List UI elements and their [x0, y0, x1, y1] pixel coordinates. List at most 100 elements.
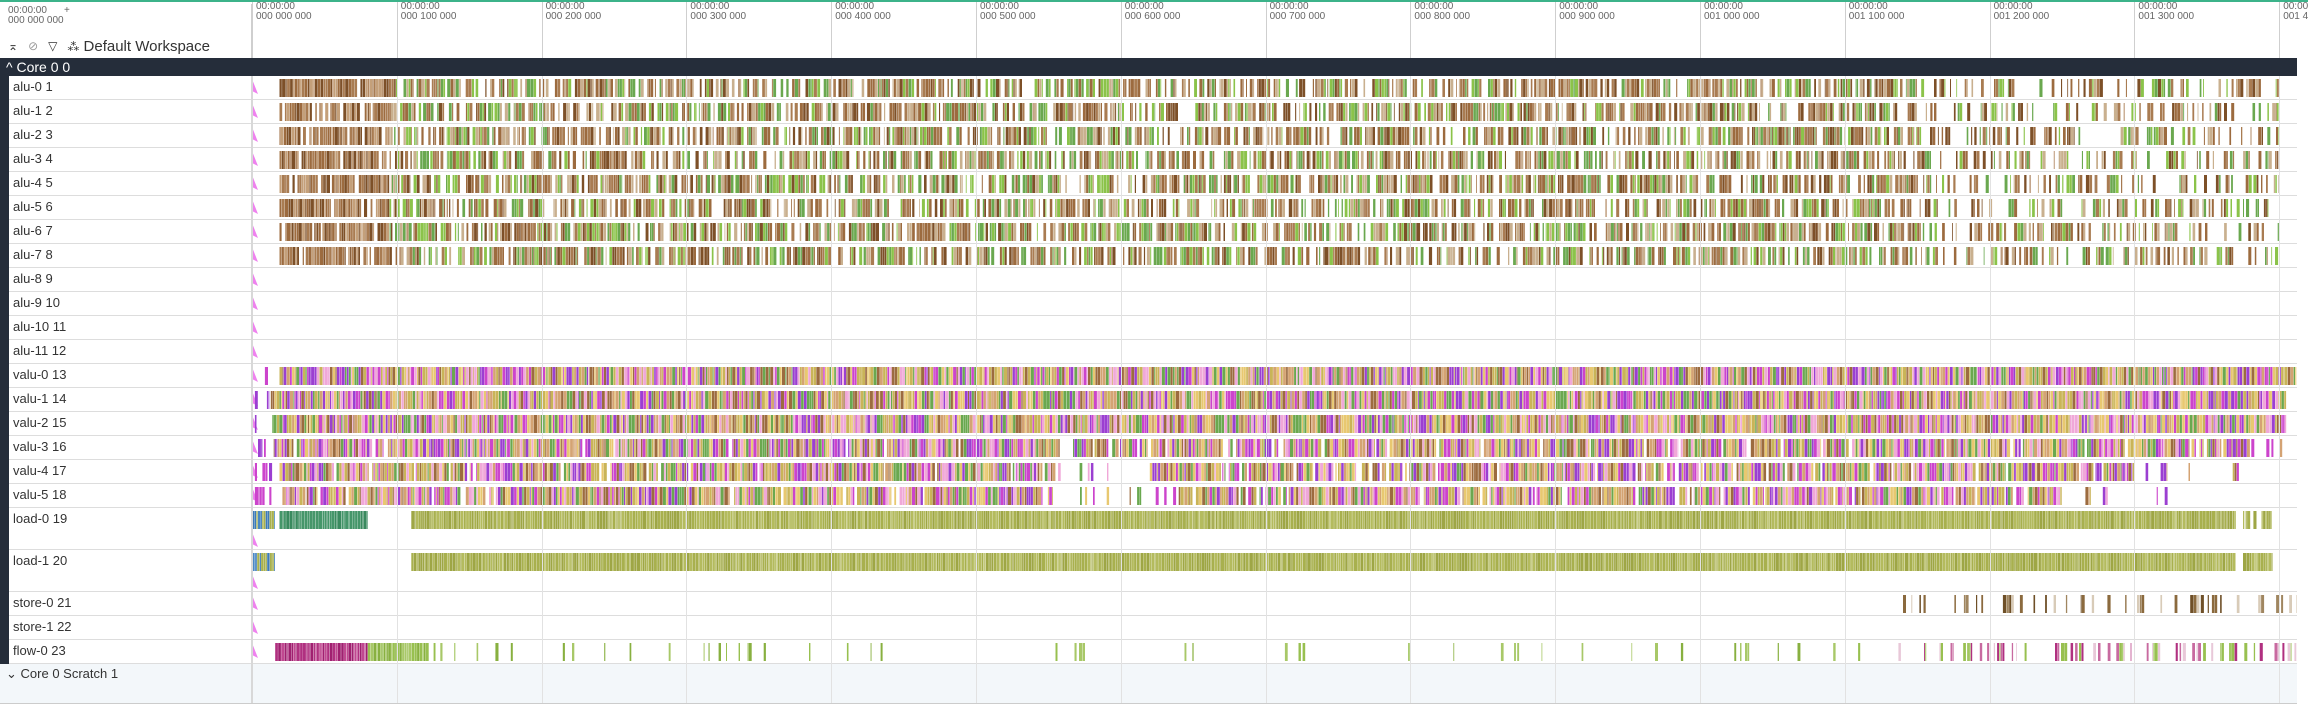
slice[interactable]	[2174, 199, 2175, 217]
slice[interactable]	[974, 151, 976, 169]
slice[interactable]	[1821, 151, 1824, 169]
slice[interactable]	[764, 175, 767, 193]
slice[interactable]	[1568, 247, 1571, 265]
slice[interactable]	[1011, 151, 1015, 169]
slice[interactable]	[1874, 79, 1875, 97]
slice[interactable]	[1199, 127, 1202, 145]
slice[interactable]	[592, 367, 595, 385]
slice[interactable]	[1211, 127, 1213, 145]
slice[interactable]	[2252, 103, 2256, 121]
slice[interactable]	[477, 103, 480, 121]
slice[interactable]	[1146, 199, 1149, 217]
slice[interactable]	[404, 367, 407, 385]
slice[interactable]	[314, 223, 316, 241]
slice[interactable]	[1084, 199, 1088, 217]
slice[interactable]	[301, 151, 304, 169]
slice[interactable]	[1174, 175, 1177, 193]
slice[interactable]	[380, 199, 382, 217]
slice[interactable]	[613, 103, 617, 121]
slice[interactable]	[1279, 175, 1281, 193]
slice[interactable]	[997, 127, 999, 145]
slice[interactable]	[2135, 151, 2137, 169]
slice[interactable]	[1116, 223, 1119, 241]
slice[interactable]	[1440, 151, 1444, 169]
slice[interactable]	[1098, 199, 1100, 217]
slice[interactable]	[933, 127, 937, 145]
slice[interactable]	[1273, 175, 1276, 193]
slice[interactable]	[1292, 247, 1295, 265]
slice[interactable]	[458, 367, 462, 385]
slice[interactable]	[541, 367, 543, 385]
slice[interactable]	[1869, 199, 1871, 217]
slice[interactable]	[1261, 199, 1264, 217]
slice[interactable]	[321, 175, 323, 193]
slice[interactable]	[2155, 127, 2159, 145]
slice[interactable]	[749, 103, 751, 121]
slice[interactable]	[1642, 175, 1644, 193]
slice[interactable]	[1798, 127, 1801, 145]
slice[interactable]	[1679, 199, 1682, 217]
slice[interactable]	[1817, 247, 1820, 265]
slice[interactable]	[1850, 247, 1852, 265]
slice[interactable]	[1710, 151, 1712, 169]
slice[interactable]	[1723, 103, 1725, 121]
slice[interactable]	[728, 199, 730, 217]
slice[interactable]	[621, 151, 624, 169]
slice[interactable]	[431, 367, 434, 385]
slice[interactable]	[760, 199, 763, 217]
slice[interactable]	[1937, 127, 1939, 145]
slice[interactable]	[1636, 223, 1638, 241]
slice[interactable]	[712, 223, 716, 241]
slice[interactable]	[1910, 175, 1914, 193]
slice[interactable]	[319, 367, 323, 385]
slice[interactable]	[1605, 103, 1608, 121]
slice[interactable]	[695, 151, 699, 169]
slice[interactable]	[1164, 79, 1167, 97]
slice[interactable]	[331, 247, 333, 265]
slice[interactable]	[1290, 175, 1294, 193]
slice[interactable]	[1533, 103, 1535, 121]
slice[interactable]	[746, 199, 749, 217]
slice[interactable]	[2081, 223, 2084, 241]
slice[interactable]	[810, 247, 812, 265]
slice[interactable]	[296, 199, 298, 217]
slice[interactable]	[1826, 199, 1828, 217]
slice[interactable]	[1914, 103, 1917, 121]
slice[interactable]	[1193, 151, 1196, 169]
slice[interactable]	[808, 127, 812, 145]
slice[interactable]	[516, 79, 518, 97]
slice[interactable]	[1967, 247, 1971, 265]
slice[interactable]	[1100, 127, 1102, 145]
slice[interactable]	[2220, 199, 2223, 217]
slice[interactable]	[393, 199, 395, 217]
slice[interactable]	[1368, 247, 1371, 265]
slice[interactable]	[359, 199, 362, 217]
slice[interactable]	[2108, 199, 2110, 217]
slice[interactable]	[435, 223, 437, 241]
slice[interactable]	[521, 175, 523, 193]
slice[interactable]	[1571, 199, 1573, 217]
slice[interactable]	[2155, 199, 2158, 217]
slice[interactable]	[1141, 223, 1144, 241]
slice[interactable]	[381, 367, 383, 385]
slice[interactable]	[1550, 103, 1553, 121]
slice[interactable]	[728, 103, 730, 121]
slice[interactable]	[528, 175, 532, 193]
slice[interactable]	[1879, 199, 1882, 217]
slice[interactable]	[1884, 127, 1886, 145]
slice[interactable]	[586, 223, 590, 241]
slice[interactable]	[557, 367, 561, 385]
slice[interactable]	[448, 151, 450, 169]
slice[interactable]	[1372, 79, 1375, 97]
slice[interactable]	[382, 175, 383, 193]
slice[interactable]	[1071, 151, 1074, 169]
slice[interactable]	[2263, 199, 2266, 217]
slice[interactable]	[2121, 175, 2123, 193]
slice[interactable]	[1092, 175, 1094, 193]
slice[interactable]	[1093, 199, 1095, 217]
slice[interactable]	[1234, 175, 1238, 193]
slice[interactable]	[977, 79, 981, 97]
slice[interactable]	[659, 79, 662, 97]
slice[interactable]	[2229, 151, 2233, 169]
slice[interactable]	[476, 247, 480, 265]
